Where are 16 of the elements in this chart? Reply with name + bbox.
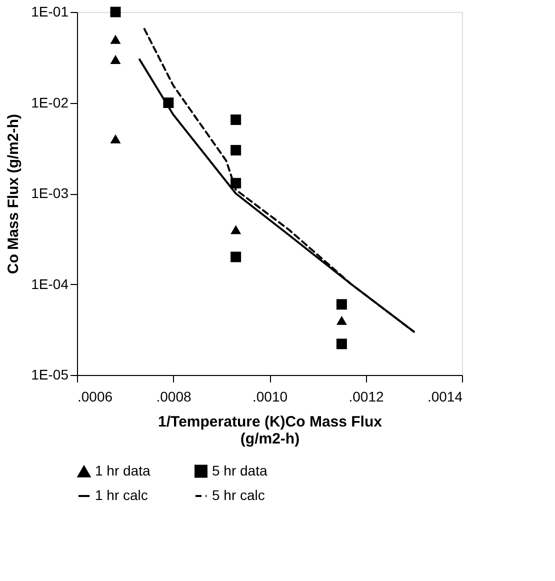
legend-label: 5 hr data [212, 462, 268, 478]
x-axis-title: 1/Temperature (K)Co Mass Flux (g/m2-h) [158, 414, 383, 448]
x-tick-label: .0008 [156, 388, 192, 404]
y-axis-title: Co Mass Flux (g/m2-h) [5, 114, 22, 274]
y-tick-label: 1E-02 [31, 94, 69, 110]
y-tick-label: 1E-05 [31, 366, 69, 382]
legend-label: 5 hr calc [212, 487, 265, 503]
y-tick-label: 1E-01 [31, 4, 69, 20]
x-tick-label: .0006 [78, 388, 113, 404]
x-tick-label: .0010 [252, 388, 288, 404]
y-tick-label: 1E-04 [31, 276, 69, 292]
x-tick-label: .0012 [348, 388, 384, 404]
y-tick-label: 1E-03 [31, 185, 69, 201]
x-tick-label: .0014 [427, 388, 463, 404]
legend-label: 1 hr data [95, 462, 150, 479]
legend-label: 1 hr calc [95, 487, 148, 503]
